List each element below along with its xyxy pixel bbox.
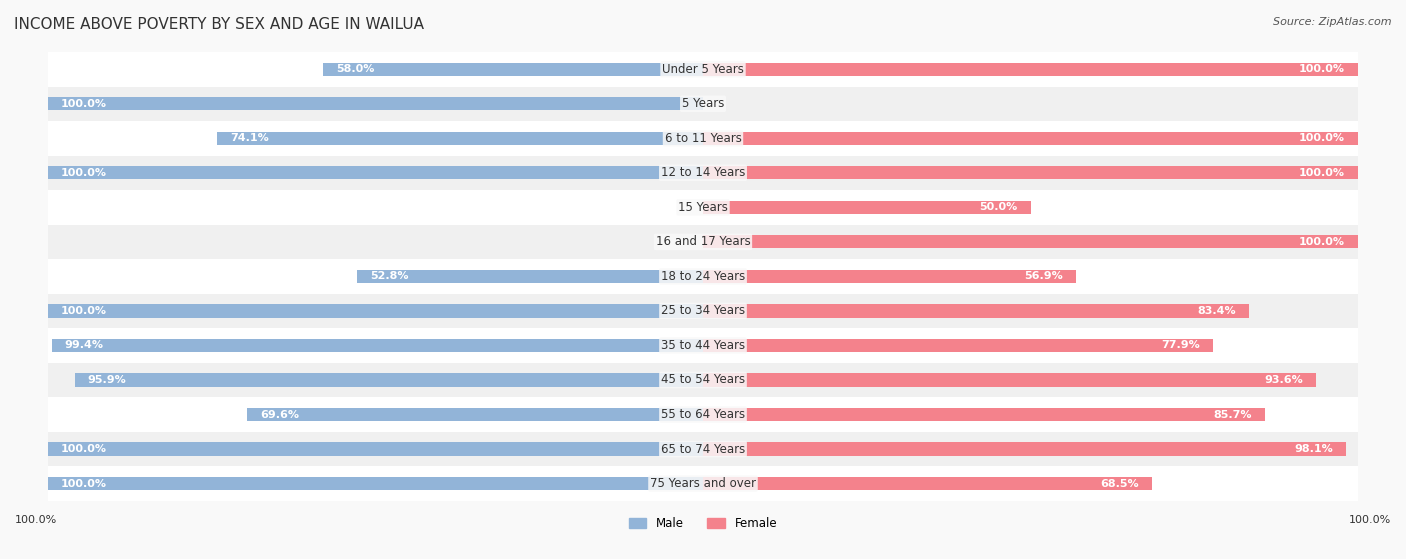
Text: 100.0%: 100.0%: [1299, 237, 1346, 247]
Bar: [48, 155, 1358, 190]
Text: 56.9%: 56.9%: [1024, 272, 1063, 281]
Bar: [48, 328, 1358, 363]
Text: 50.0%: 50.0%: [979, 202, 1018, 212]
Text: 77.9%: 77.9%: [1161, 340, 1201, 350]
Bar: [48, 52, 1358, 87]
Text: 58.0%: 58.0%: [336, 64, 374, 74]
Bar: [703, 235, 1358, 248]
Bar: [703, 443, 1346, 456]
Bar: [703, 201, 1031, 214]
Bar: [48, 363, 1358, 397]
Text: 45 to 54 Years: 45 to 54 Years: [661, 373, 745, 386]
Bar: [323, 63, 703, 76]
Text: INCOME ABOVE POVERTY BY SEX AND AGE IN WAILUA: INCOME ABOVE POVERTY BY SEX AND AGE IN W…: [14, 17, 425, 32]
Text: 12 to 14 Years: 12 to 14 Years: [661, 167, 745, 179]
Text: 100.0%: 100.0%: [60, 168, 107, 178]
Bar: [703, 339, 1213, 352]
Text: Under 5 Years: Under 5 Years: [662, 63, 744, 76]
Text: 100.0%: 100.0%: [1348, 515, 1391, 525]
Bar: [357, 270, 703, 283]
Bar: [48, 397, 1358, 432]
Text: 100.0%: 100.0%: [1299, 168, 1346, 178]
Text: 5 Years: 5 Years: [682, 97, 724, 110]
Text: 69.6%: 69.6%: [260, 410, 299, 419]
Bar: [48, 432, 1358, 466]
Text: 100.0%: 100.0%: [60, 479, 107, 489]
Bar: [48, 190, 1358, 225]
Text: 15 Years: 15 Years: [678, 201, 728, 214]
Text: 100.0%: 100.0%: [1299, 133, 1346, 143]
Bar: [703, 132, 1358, 145]
Bar: [48, 443, 703, 456]
Text: 75 Years and over: 75 Years and over: [650, 477, 756, 490]
Bar: [48, 477, 703, 490]
Text: 74.1%: 74.1%: [231, 133, 270, 143]
Text: 99.4%: 99.4%: [65, 340, 104, 350]
Bar: [218, 132, 703, 145]
Text: 100.0%: 100.0%: [60, 99, 107, 109]
Bar: [48, 305, 703, 318]
Text: 16 and 17 Years: 16 and 17 Years: [655, 235, 751, 248]
Text: 35 to 44 Years: 35 to 44 Years: [661, 339, 745, 352]
Text: 68.5%: 68.5%: [1099, 479, 1139, 489]
Text: 95.9%: 95.9%: [87, 375, 127, 385]
Text: 6 to 11 Years: 6 to 11 Years: [665, 132, 741, 145]
Bar: [703, 270, 1076, 283]
Bar: [703, 63, 1358, 76]
Bar: [703, 408, 1264, 421]
Text: Source: ZipAtlas.com: Source: ZipAtlas.com: [1274, 17, 1392, 27]
Bar: [48, 97, 703, 110]
Text: 25 to 34 Years: 25 to 34 Years: [661, 305, 745, 318]
Bar: [48, 293, 1358, 328]
Text: 100.0%: 100.0%: [1299, 64, 1346, 74]
Text: 65 to 74 Years: 65 to 74 Years: [661, 443, 745, 456]
Legend: Male, Female: Male, Female: [624, 513, 782, 535]
Bar: [48, 121, 1358, 155]
Bar: [703, 477, 1152, 490]
Bar: [247, 408, 703, 421]
Bar: [48, 259, 1358, 293]
Text: 85.7%: 85.7%: [1213, 410, 1251, 419]
Bar: [703, 166, 1358, 179]
Text: 100.0%: 100.0%: [60, 306, 107, 316]
Bar: [48, 166, 703, 179]
Text: 55 to 64 Years: 55 to 64 Years: [661, 408, 745, 421]
Bar: [703, 373, 1316, 387]
Text: 100.0%: 100.0%: [15, 515, 58, 525]
Bar: [48, 225, 1358, 259]
Text: 18 to 24 Years: 18 to 24 Years: [661, 270, 745, 283]
Bar: [703, 305, 1250, 318]
Text: 100.0%: 100.0%: [60, 444, 107, 454]
Bar: [75, 373, 703, 387]
Text: 93.6%: 93.6%: [1264, 375, 1303, 385]
Bar: [52, 339, 703, 352]
Text: 83.4%: 83.4%: [1198, 306, 1236, 316]
Bar: [48, 87, 1358, 121]
Bar: [48, 466, 1358, 501]
Text: 52.8%: 52.8%: [370, 272, 409, 281]
Text: 98.1%: 98.1%: [1294, 444, 1333, 454]
